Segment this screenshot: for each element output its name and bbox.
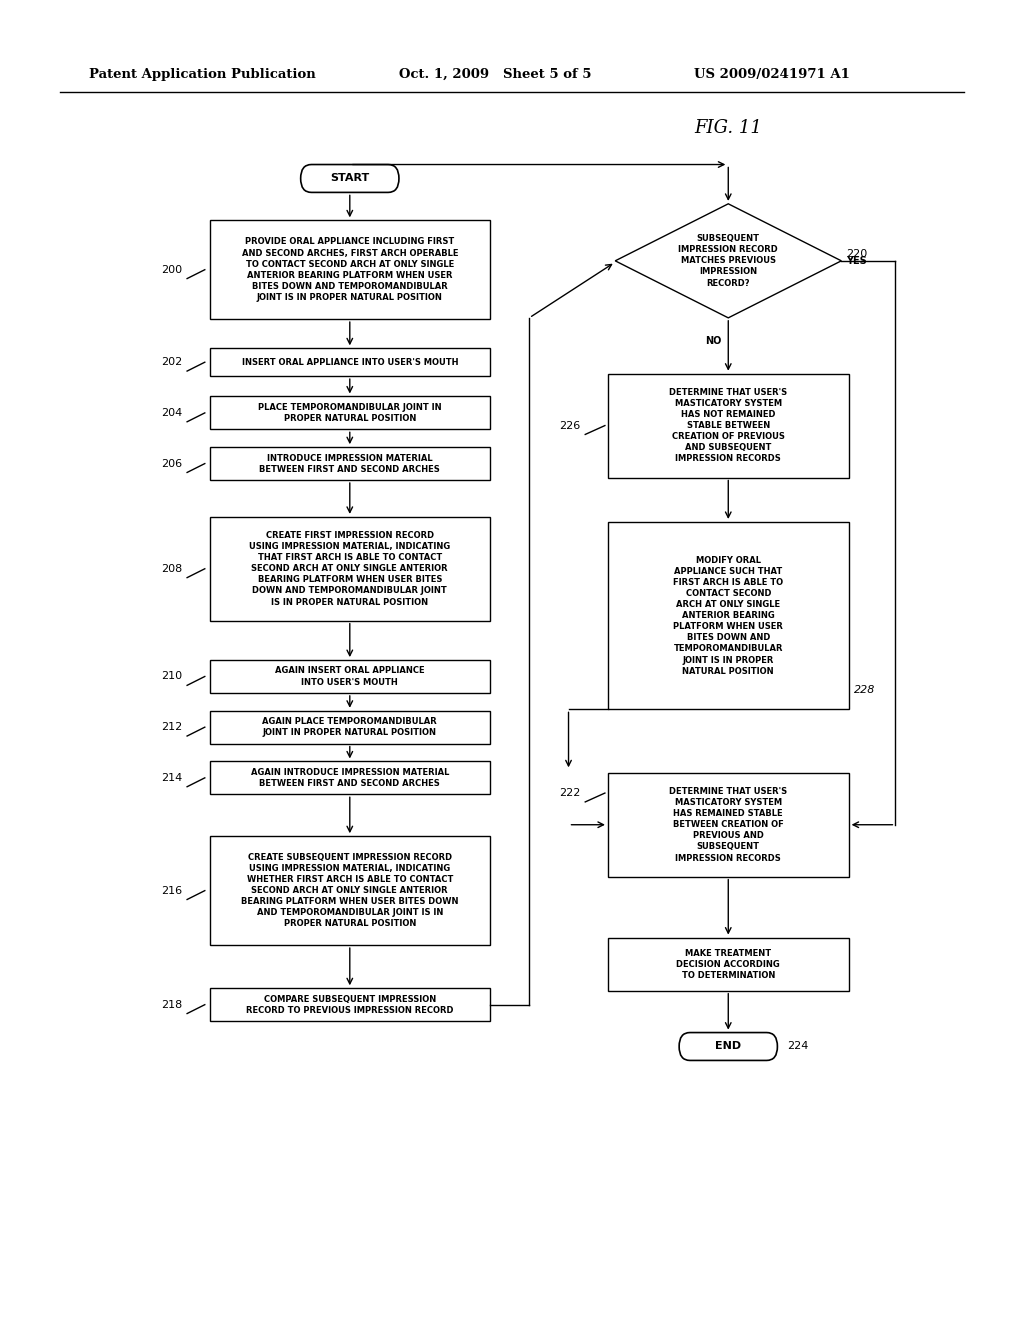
Text: INSERT ORAL APPLIANCE INTO USER'S MOUTH: INSERT ORAL APPLIANCE INTO USER'S MOUTH — [242, 358, 458, 367]
Text: 218: 218 — [161, 999, 182, 1010]
FancyBboxPatch shape — [210, 517, 489, 620]
Text: 204: 204 — [161, 408, 182, 418]
Text: 220: 220 — [846, 249, 867, 260]
Polygon shape — [615, 203, 842, 318]
Text: 228: 228 — [854, 685, 874, 696]
Text: PROVIDE ORAL APPLIANCE INCLUDING FIRST
AND SECOND ARCHES, FIRST ARCH OPERABLE
TO: PROVIDE ORAL APPLIANCE INCLUDING FIRST A… — [242, 238, 458, 302]
Text: DETERMINE THAT USER'S
MASTICATORY SYSTEM
HAS NOT REMAINED
STABLE BETWEEN
CREATIO: DETERMINE THAT USER'S MASTICATORY SYSTEM… — [670, 388, 787, 463]
Text: 200: 200 — [161, 265, 182, 275]
Text: YES: YES — [846, 256, 867, 265]
Text: 202: 202 — [161, 358, 182, 367]
Text: PLACE TEMPOROMANDIBULAR JOINT IN
PROPER NATURAL POSITION: PLACE TEMPOROMANDIBULAR JOINT IN PROPER … — [258, 403, 441, 422]
FancyBboxPatch shape — [210, 762, 489, 795]
FancyBboxPatch shape — [210, 220, 489, 319]
FancyBboxPatch shape — [608, 374, 849, 478]
Text: 212: 212 — [161, 722, 182, 733]
Text: US 2009/0241971 A1: US 2009/0241971 A1 — [694, 69, 850, 81]
Text: NO: NO — [706, 335, 722, 346]
Text: COMPARE SUBSEQUENT IMPRESSION
RECORD TO PREVIOUS IMPRESSION RECORD: COMPARE SUBSEQUENT IMPRESSION RECORD TO … — [246, 995, 454, 1015]
FancyBboxPatch shape — [210, 396, 489, 429]
Text: 224: 224 — [787, 1041, 809, 1052]
Text: START: START — [330, 173, 370, 183]
Text: AGAIN INSERT ORAL APPLIANCE
INTO USER'S MOUTH: AGAIN INSERT ORAL APPLIANCE INTO USER'S … — [275, 667, 425, 686]
Text: MODIFY ORAL
APPLIANCE SUCH THAT
FIRST ARCH IS ABLE TO
CONTACT SECOND
ARCH AT ONL: MODIFY ORAL APPLIANCE SUCH THAT FIRST AR… — [673, 556, 783, 676]
FancyBboxPatch shape — [608, 937, 849, 991]
FancyBboxPatch shape — [301, 165, 399, 193]
Text: Oct. 1, 2009   Sheet 5 of 5: Oct. 1, 2009 Sheet 5 of 5 — [399, 69, 592, 81]
FancyBboxPatch shape — [210, 989, 489, 1022]
Text: 216: 216 — [161, 886, 182, 896]
FancyBboxPatch shape — [608, 772, 849, 876]
FancyBboxPatch shape — [210, 447, 489, 480]
Text: AGAIN PLACE TEMPOROMANDIBULAR
JOINT IN PROPER NATURAL POSITION: AGAIN PLACE TEMPOROMANDIBULAR JOINT IN P… — [262, 717, 437, 737]
Text: INTRODUCE IMPRESSION MATERIAL
BETWEEN FIRST AND SECOND ARCHES: INTRODUCE IMPRESSION MATERIAL BETWEEN FI… — [259, 454, 440, 474]
Text: AGAIN INTRODUCE IMPRESSION MATERIAL
BETWEEN FIRST AND SECOND ARCHES: AGAIN INTRODUCE IMPRESSION MATERIAL BETW… — [251, 768, 449, 788]
Text: 214: 214 — [161, 772, 182, 783]
FancyBboxPatch shape — [210, 348, 489, 376]
FancyBboxPatch shape — [679, 1032, 777, 1060]
FancyBboxPatch shape — [210, 710, 489, 743]
Text: END: END — [715, 1041, 741, 1052]
Text: 222: 222 — [559, 788, 581, 799]
Text: FIG. 11: FIG. 11 — [694, 119, 762, 137]
Text: DETERMINE THAT USER'S
MASTICATORY SYSTEM
HAS REMAINED STABLE
BETWEEN CREATION OF: DETERMINE THAT USER'S MASTICATORY SYSTEM… — [670, 787, 787, 862]
FancyBboxPatch shape — [608, 521, 849, 709]
Text: 226: 226 — [559, 421, 581, 430]
Text: MAKE TREATMENT
DECISION ACCORDING
TO DETERMINATION: MAKE TREATMENT DECISION ACCORDING TO DET… — [677, 949, 780, 979]
Text: CREATE SUBSEQUENT IMPRESSION RECORD
USING IMPRESSION MATERIAL, INDICATING
WHETHE: CREATE SUBSEQUENT IMPRESSION RECORD USIN… — [241, 853, 459, 928]
FancyBboxPatch shape — [210, 660, 489, 693]
Text: 210: 210 — [161, 672, 182, 681]
Text: 206: 206 — [161, 458, 182, 469]
Text: Patent Application Publication: Patent Application Publication — [89, 69, 316, 81]
Text: SUBSEQUENT
IMPRESSION RECORD
MATCHES PREVIOUS
IMPRESSION
RECORD?: SUBSEQUENT IMPRESSION RECORD MATCHES PRE… — [678, 234, 778, 288]
FancyBboxPatch shape — [210, 836, 489, 945]
Text: CREATE FIRST IMPRESSION RECORD
USING IMPRESSION MATERIAL, INDICATING
THAT FIRST : CREATE FIRST IMPRESSION RECORD USING IMP… — [249, 531, 451, 607]
Text: 208: 208 — [161, 564, 182, 574]
